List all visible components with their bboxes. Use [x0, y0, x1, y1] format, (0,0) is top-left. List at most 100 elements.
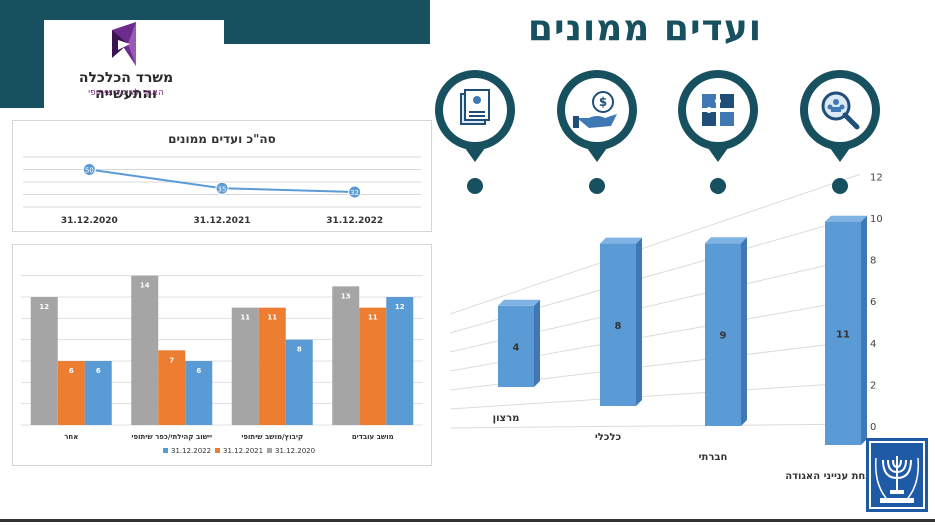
document-person-icon	[435, 70, 515, 194]
bar-31.12.2020	[231, 307, 259, 425]
pin-y-tick-label: 6	[870, 297, 876, 308]
bar-31.12.2022	[84, 361, 112, 425]
bar-data-label: 8	[297, 346, 302, 354]
bar3d-data-label: 11	[836, 329, 850, 340]
line-chart-title: סה"כ ועדים ממונים	[168, 132, 276, 146]
coin-shape	[592, 91, 614, 113]
bar-x-tick-label: מושב עובדים	[352, 433, 394, 441]
bar3d-front	[600, 243, 636, 406]
bar3d-data-label: 8	[615, 321, 622, 332]
legend-label: 31.12.2021	[223, 447, 263, 455]
bar-data-label: 11	[267, 314, 277, 322]
bar3d-data-label: 9	[720, 331, 727, 342]
puzzle-icon	[678, 70, 758, 194]
pin-y-tick-label: 8	[870, 256, 876, 267]
bar3d-side	[741, 237, 747, 426]
logo-area	[44, 20, 224, 108]
grouped-bar-chart-svg: 13 11 12 11 11 8 14 7 6 12 6 6 מושב עובדים קיבוץ/מוש…	[21, 275, 423, 455]
puzzle-piece	[720, 112, 734, 126]
people-head	[833, 99, 839, 105]
pin-y-tick-label: 2	[870, 380, 876, 391]
hand-shape	[577, 114, 617, 128]
bar-31.12.2020	[30, 297, 58, 425]
bar3d-top	[825, 215, 867, 222]
committees-by-type-chart: 13 11 12 11 11 8 14 7 6 12 6 6 מושב עובדים קיבוץ/מוש…	[12, 244, 432, 466]
removal-reasons-chart: 0 2 4 6 8 10 12 11 9 8 4 הזנחת ענייני האגודה חברתי…	[435, 70, 883, 482]
puzzle-piece	[702, 94, 716, 108]
bar-31.12.2022	[386, 297, 414, 425]
pin-tail	[587, 148, 607, 162]
bar-31.12.2021	[258, 307, 286, 425]
bar3d-x-tick-label: חברתי	[699, 452, 728, 463]
line-point	[82, 163, 96, 176]
bar-31.12.2020	[131, 275, 159, 425]
puzzle-piece	[720, 94, 734, 108]
bar-data-label: 13	[341, 292, 351, 300]
legend-swatch	[163, 448, 168, 453]
bar-data-label: 12	[395, 303, 405, 311]
page-title: ועדים ממונים	[527, 8, 763, 49]
magnifier-handle	[842, 112, 860, 130]
bar-31.12.2021	[359, 307, 387, 425]
pin-gridline	[449, 173, 861, 315]
line-data-label: 35	[218, 185, 227, 193]
bar-data-label: 11	[240, 314, 250, 322]
puzzle-piece	[702, 112, 716, 126]
bar3d-x-tick-label: מרצון	[493, 413, 520, 424]
bar3d-front	[825, 221, 861, 445]
search-people-icon	[800, 70, 880, 194]
pin-y-tick-label: 4	[870, 339, 876, 350]
people-body	[831, 107, 841, 112]
bar-data-label: 12	[39, 303, 49, 311]
pin-dot	[710, 178, 726, 194]
bar-31.12.2022	[185, 361, 213, 425]
line-data-label: 32	[350, 189, 359, 197]
bar-x-tick-label: יישוב קהילתי/כפר שיתופי	[131, 433, 212, 441]
bar-31.12.2021	[158, 350, 186, 425]
bar3d-side	[636, 237, 642, 406]
pin-gridline	[449, 381, 861, 410]
pin-tail	[465, 148, 485, 162]
legend-label: 31.12.2022	[171, 447, 211, 455]
ministry-division: האגף לאיגוד שיתופי	[88, 88, 164, 98]
bar3d-top	[600, 237, 642, 244]
line-point	[215, 181, 229, 195]
ministry-logo-icon	[112, 22, 136, 66]
pin-y-tick-label: 12	[870, 172, 883, 183]
line-x-tick-label: 31.12.2021	[194, 216, 251, 226]
bar3d-x-tick-label: הזנחת ענייני האגודה	[785, 471, 880, 482]
doc-person	[473, 96, 481, 104]
header-banner-side	[0, 0, 44, 108]
bar-31.12.2022	[285, 339, 313, 425]
pin-inner	[686, 78, 750, 142]
bar-x-tick-label: אחר	[64, 433, 78, 441]
ministry-name: משרד הכלכלה והתעשייה	[78, 70, 174, 102]
dollar-sign: $	[599, 95, 607, 109]
bar3d-front	[705, 243, 741, 426]
bar3d-data-label: 4	[513, 342, 520, 353]
bar-data-label: 6	[69, 367, 74, 375]
pin-dot	[589, 178, 605, 194]
total-committees-chart: סה"כ ועדים ממונים 50 35 32 31.12.2020 31.12…	[12, 120, 432, 232]
bar3d-front	[498, 305, 534, 387]
footer-divider	[0, 519, 935, 522]
pin-dot	[467, 178, 483, 194]
legend-swatch	[267, 448, 272, 453]
pin-dot	[832, 178, 848, 194]
hand-coin-icon: $	[557, 70, 637, 194]
bar3d-side	[861, 215, 867, 445]
bar3d-top	[705, 237, 747, 244]
bar3d-x-tick-label: כלכלי	[595, 432, 622, 443]
bar-31.12.2020	[332, 286, 360, 425]
state-emblem-icon	[866, 438, 928, 512]
bar-data-label: 6	[96, 367, 101, 375]
puzzle-notch	[706, 107, 712, 113]
bar-data-label: 11	[368, 314, 378, 322]
pin-y-tick-label: 0	[870, 422, 876, 433]
bar-x-tick-label: קיבוץ/מושב שיתופי	[241, 433, 303, 441]
line-chart-svg: סה"כ ועדים ממונים 50 35 32 31.12.2020 31.12…	[23, 132, 421, 226]
bar-data-label: 7	[169, 356, 174, 364]
bar3d-top	[498, 299, 540, 306]
bar-data-label: 6	[196, 367, 201, 375]
line-point	[348, 185, 362, 199]
